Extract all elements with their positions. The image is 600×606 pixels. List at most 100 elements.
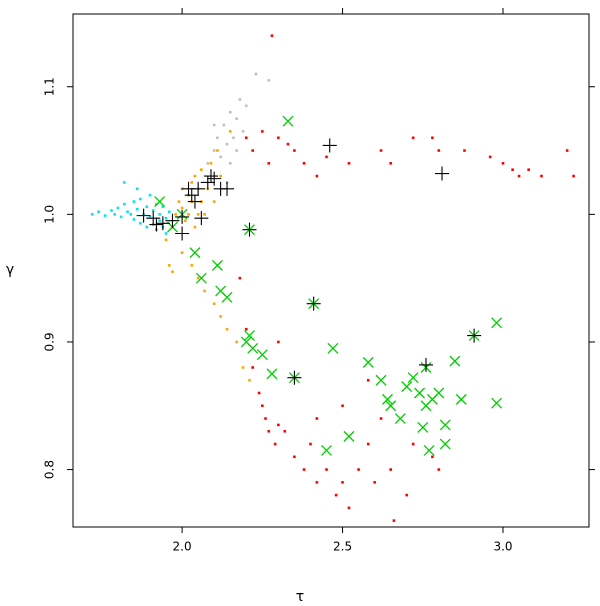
point [189, 247, 201, 259]
point [347, 162, 351, 165]
point [190, 181, 194, 184]
point [414, 387, 426, 399]
point [293, 149, 296, 152]
point [97, 210, 100, 214]
point [228, 130, 232, 133]
point [267, 429, 271, 433]
point [187, 213, 190, 216]
plot-frame [72, 13, 590, 528]
point [167, 264, 171, 267]
point [341, 404, 344, 408]
point [572, 174, 575, 178]
point [193, 225, 197, 229]
point [309, 442, 312, 446]
point [334, 493, 338, 497]
point [190, 264, 194, 267]
point [207, 171, 222, 186]
point [501, 162, 505, 165]
point [411, 442, 415, 446]
point [437, 468, 441, 471]
point [302, 468, 306, 471]
point [238, 98, 242, 101]
point [235, 149, 238, 152]
point [433, 387, 445, 399]
point [167, 210, 171, 214]
point [241, 130, 245, 133]
point [212, 302, 216, 305]
point [235, 117, 238, 120]
point [325, 155, 328, 159]
point [209, 162, 213, 165]
point [418, 357, 433, 372]
point [116, 206, 120, 210]
point [174, 213, 177, 216]
point [193, 174, 197, 178]
point [180, 206, 184, 210]
point [437, 149, 441, 152]
point [373, 481, 376, 484]
point [565, 149, 569, 152]
point [491, 317, 503, 329]
point [439, 419, 451, 431]
point [212, 200, 216, 203]
point [357, 468, 360, 471]
point [135, 207, 139, 211]
point [244, 104, 248, 108]
point [439, 438, 451, 450]
point [221, 291, 233, 303]
point [282, 115, 294, 127]
point [463, 149, 466, 152]
point [517, 174, 521, 178]
point [315, 417, 319, 420]
point [261, 130, 264, 133]
point [177, 200, 181, 203]
point [267, 162, 271, 165]
point [511, 168, 514, 171]
point [103, 214, 107, 217]
point [196, 213, 200, 216]
point [222, 123, 226, 127]
point [254, 72, 258, 76]
point [247, 342, 259, 354]
point [394, 413, 406, 424]
point [261, 404, 264, 408]
point [171, 270, 174, 274]
point [155, 216, 170, 231]
point [467, 328, 482, 343]
point [327, 342, 339, 354]
point [200, 168, 203, 171]
point [343, 430, 355, 442]
point [401, 381, 413, 393]
point [148, 193, 152, 197]
point [154, 196, 166, 208]
point [267, 79, 271, 82]
point [136, 208, 151, 223]
point [251, 149, 255, 152]
point [306, 296, 321, 311]
point [139, 197, 142, 201]
point [411, 136, 415, 140]
point [277, 340, 280, 344]
point [184, 188, 199, 203]
point [175, 209, 190, 224]
point [203, 169, 218, 184]
point [244, 327, 248, 331]
point [123, 202, 126, 206]
point [302, 162, 306, 165]
point [132, 218, 136, 221]
point [264, 417, 267, 420]
y-tick-label: 1.0 [43, 205, 57, 224]
point [385, 400, 397, 412]
point [151, 209, 155, 212]
point [216, 149, 219, 152]
point [256, 349, 268, 361]
point [341, 481, 344, 484]
point [195, 272, 207, 284]
y-tick-label: 0.9 [43, 332, 57, 351]
point [488, 155, 492, 159]
point [293, 455, 296, 459]
y-tick-label: 0.8 [43, 460, 57, 479]
point [110, 209, 113, 212]
point [248, 378, 251, 382]
